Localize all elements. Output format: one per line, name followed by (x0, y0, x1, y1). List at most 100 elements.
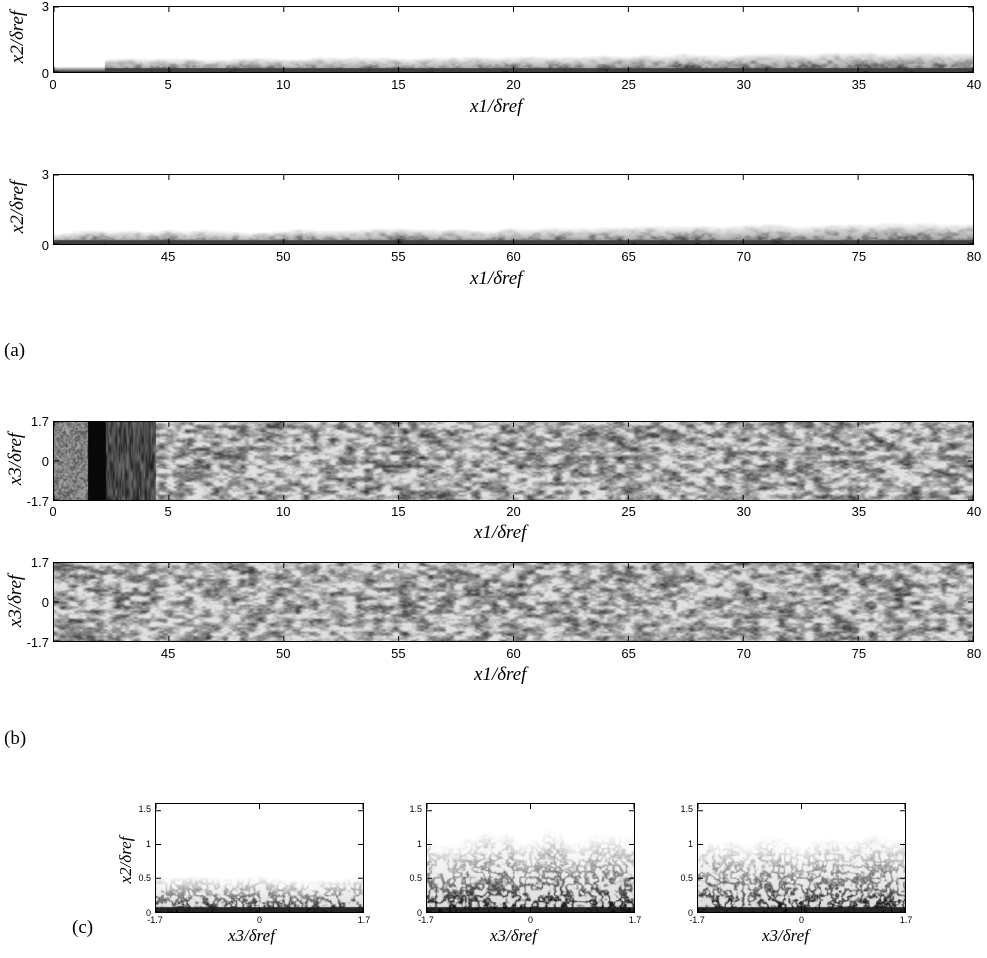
x-tick-label: 0 (527, 915, 533, 925)
panel-tag-c: (c) (72, 917, 94, 938)
plot-frame (53, 562, 974, 642)
x-tick-label: 0 (49, 77, 57, 92)
tick-marks (54, 7, 973, 72)
plot-frame (53, 6, 974, 73)
x-tick-label: 80 (966, 646, 982, 661)
x-tick-label: 0 (798, 915, 804, 925)
y-tick-label: 1.7 (30, 554, 49, 570)
x-tick-label: 10 (276, 504, 291, 519)
y-axis-label: x2/δref (116, 836, 135, 884)
x-tick-label: 55 (391, 249, 406, 264)
x-tick-label: -1.7 (689, 915, 705, 925)
turbulence-field (698, 804, 905, 912)
x-axis-label: x3/δref (228, 926, 275, 945)
x-tick-label: 0 (49, 504, 57, 519)
plot-frame (426, 803, 635, 913)
x-axis-label: x3/δref (490, 926, 537, 945)
turbulence-field (427, 804, 634, 912)
y-tick-label: 0 (41, 237, 49, 253)
x-tick-label: 25 (621, 504, 636, 519)
x-tick-label: 25 (621, 77, 636, 92)
y-tick-label: 3 (41, 0, 49, 14)
x-tick-label: 1.7 (899, 915, 913, 925)
tick-marks (54, 422, 973, 500)
plot-frame (53, 421, 974, 501)
x-tick-label: 40 (966, 77, 982, 92)
panel-tag-a: (a) (4, 340, 26, 361)
x-tick-label: 70 (736, 249, 751, 264)
y-tick-label: 0 (41, 65, 49, 81)
x-tick-label: 60 (506, 249, 521, 264)
turbulence-field (156, 804, 363, 912)
y-axis-label: x2/δref (7, 10, 28, 64)
x-tick-label: 35 (851, 77, 867, 92)
x-tick-label: 1.7 (628, 915, 642, 925)
x-tick-label: 1.7 (357, 915, 371, 925)
x-tick-label: 5 (164, 504, 172, 519)
turbulence-field (54, 175, 973, 244)
y-tick-label: 0 (416, 907, 422, 918)
x-tick-label: 65 (621, 249, 636, 264)
y-axis-label: x3/δref (5, 574, 26, 628)
x-tick-label: 20 (506, 77, 521, 92)
turbulence-field (54, 563, 973, 641)
x-tick-label: 15 (391, 77, 406, 92)
x-tick-label: 65 (621, 646, 636, 661)
y-tick-label: 3 (41, 166, 49, 182)
y-tick-label: -1.7 (26, 493, 49, 509)
tick-marks (54, 563, 973, 641)
x-tick-label: -1.7 (147, 915, 163, 925)
turbulence-field (54, 422, 973, 500)
y-tick-label: 1.5 (138, 804, 151, 815)
x-axis-label: x1/δref (470, 268, 523, 289)
x-axis-label: x1/δref (474, 522, 527, 543)
tick-marks (156, 804, 363, 912)
x-tick-label: 80 (966, 249, 982, 264)
y-tick-label: 1 (145, 838, 151, 849)
x-tick-label: 40 (966, 504, 982, 519)
x-tick-label: -1.7 (418, 915, 434, 925)
x-tick-label: 0 (256, 915, 262, 925)
y-tick-label: 0.5 (409, 873, 422, 884)
plot-frame (155, 803, 364, 913)
y-tick-label: 1 (416, 838, 422, 849)
y-tick-label: 0.5 (138, 873, 151, 884)
x-tick-label: 30 (736, 504, 751, 519)
x-tick-label: 55 (391, 646, 406, 661)
y-tick-label: 1.5 (680, 804, 693, 815)
x-tick-label: 50 (276, 249, 291, 264)
x-tick-label: 35 (851, 504, 867, 519)
x-tick-label: 75 (851, 249, 867, 264)
x-axis-label: x1/δref (470, 96, 523, 117)
y-tick-label: 1.7 (30, 413, 49, 429)
x-tick-label: 70 (736, 646, 751, 661)
x-axis-label: x1/δref (474, 664, 527, 685)
tick-marks (54, 175, 973, 244)
panel-tag-b: (b) (4, 728, 27, 749)
turbulence-field (54, 7, 973, 72)
x-axis-label: x3/δref (762, 926, 809, 945)
x-tick-label: 15 (391, 504, 406, 519)
y-tick-label: 1.5 (409, 804, 422, 815)
x-tick-label: 20 (506, 504, 521, 519)
tick-marks (427, 804, 634, 912)
x-tick-label: 10 (276, 77, 291, 92)
y-tick-label: 0.5 (680, 873, 693, 884)
x-tick-label: 5 (164, 77, 172, 92)
x-tick-label: 75 (851, 646, 867, 661)
tick-marks (698, 804, 905, 912)
x-tick-label: 30 (736, 77, 751, 92)
x-tick-label: 60 (506, 646, 521, 661)
y-tick-label: 0 (145, 907, 151, 918)
y-axis-label: x2/δref (7, 180, 28, 234)
y-tick-label: -1.7 (26, 634, 49, 650)
y-tick-label: 0 (41, 594, 49, 610)
x-tick-label: 50 (276, 646, 291, 661)
y-tick-label: 1 (687, 838, 693, 849)
plot-frame (53, 174, 974, 245)
y-tick-label: 0 (41, 453, 49, 469)
plot-frame (697, 803, 906, 913)
x-tick-label: 45 (160, 249, 176, 264)
y-tick-label: 0 (687, 907, 693, 918)
x-tick-label: 45 (160, 646, 176, 661)
